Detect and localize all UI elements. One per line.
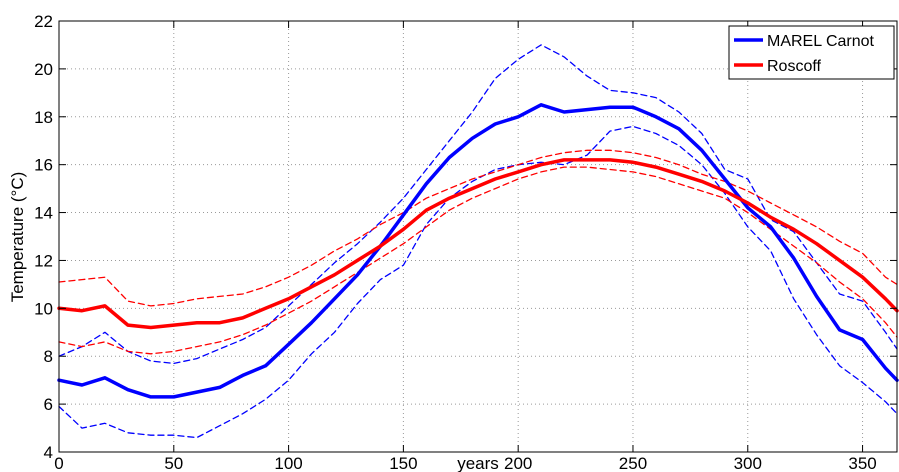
x-axis-label: years bbox=[457, 454, 499, 472]
axis-ticks bbox=[58, 20, 897, 453]
y-tick-label: 16 bbox=[34, 156, 53, 175]
y-tick-label: 14 bbox=[34, 204, 53, 223]
legend-label-roscoff: Roscoff bbox=[767, 58, 822, 75]
y-tick-label: 20 bbox=[34, 60, 53, 79]
series-line-roscoff bbox=[57, 158, 899, 330]
x-tick-label: 50 bbox=[164, 454, 183, 472]
series-line-marel-carnot bbox=[57, 103, 899, 399]
x-tick-label: 350 bbox=[848, 454, 876, 472]
y-axis-label: Temperature (°C) bbox=[8, 172, 27, 303]
plot-frame bbox=[58, 20, 898, 453]
y-tick-label: 4 bbox=[44, 443, 53, 462]
series-line-roscoff-upper bbox=[58, 149, 898, 307]
x-tick-label: 100 bbox=[274, 454, 302, 472]
y-tick-label: 22 bbox=[34, 12, 53, 31]
legend: MAREL Carnot Roscoff bbox=[728, 25, 895, 80]
legend-label-marel-carnot: MAREL Carnot bbox=[767, 33, 875, 50]
x-tick-label: 0 bbox=[54, 454, 63, 472]
x-tick-label: 300 bbox=[734, 454, 762, 472]
y-tick-labels: 4 6 8 10 12 14 16 18 20 22 bbox=[34, 12, 53, 462]
plot-background bbox=[59, 21, 899, 453]
series-lines bbox=[57, 44, 899, 439]
x-tick-label: 200 bbox=[504, 454, 532, 472]
y-tick-label: 18 bbox=[34, 108, 53, 127]
y-tick-label: 8 bbox=[44, 347, 53, 366]
x-tick-label: 150 bbox=[389, 454, 417, 472]
y-tick-label: 6 bbox=[44, 395, 53, 414]
x-tick-labels: 0 50 100 150 200 250 300 350 bbox=[54, 454, 876, 472]
series-line-roscoff-lower bbox=[58, 166, 898, 355]
x-tick-label: 250 bbox=[619, 454, 647, 472]
legend-box bbox=[728, 25, 895, 80]
y-tick-label: 12 bbox=[34, 251, 53, 270]
y-tick-label: 10 bbox=[34, 299, 53, 318]
